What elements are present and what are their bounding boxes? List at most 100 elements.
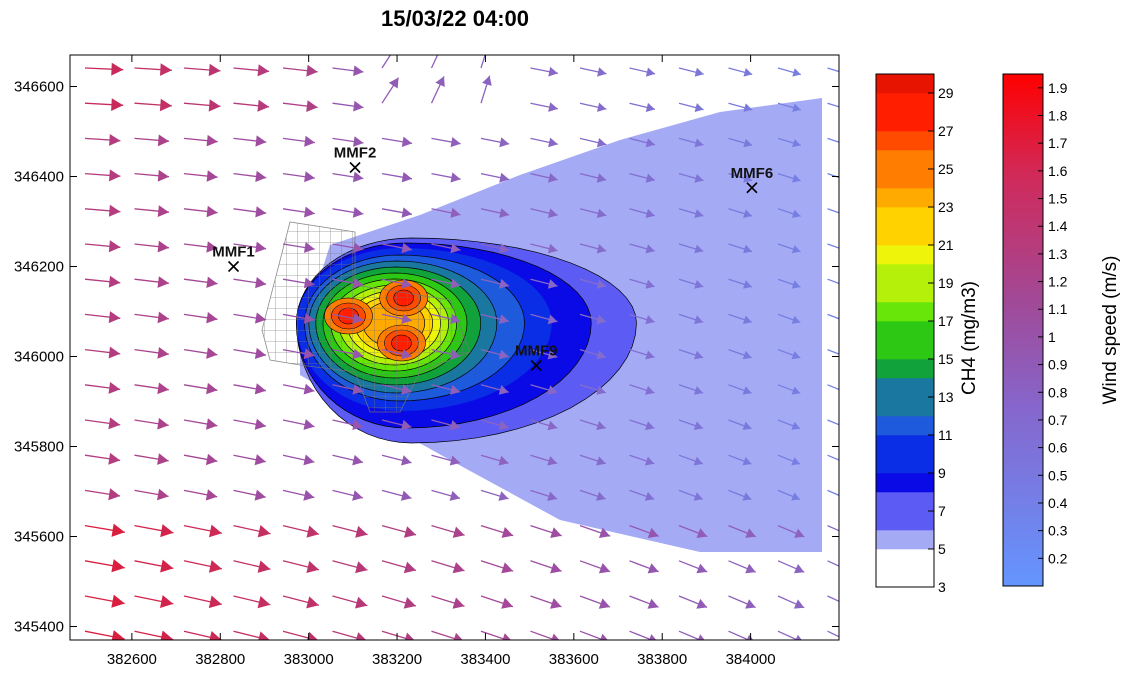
wind-arrow-head (449, 384, 461, 395)
wind-arrow-shaft (480, 55, 486, 69)
ch4-colorbar-band (876, 473, 934, 493)
wind-arrow-head (598, 598, 610, 609)
wind-arrow-head (742, 457, 752, 466)
wind-arrow-head (352, 171, 364, 183)
wind-arrow-head (449, 490, 460, 501)
wind-arrow-head (303, 383, 315, 395)
wind-arrow-head (208, 560, 222, 573)
wind-arrow-head (745, 528, 756, 538)
wind-arrow-head (693, 421, 703, 430)
wind-arrow-head (352, 490, 363, 501)
wind-arrow-head (644, 456, 655, 466)
wind-arrow-head (502, 633, 511, 640)
wind-arrow-shaft (827, 489, 839, 497)
wind-arrow-head (452, 526, 465, 538)
wind-arrow-head (645, 102, 655, 112)
wind-arrow-head (499, 243, 510, 254)
ch4-colorbar-band (876, 283, 934, 303)
wind-arrow-head (596, 385, 606, 395)
x-tick-label: 382800 (195, 651, 245, 668)
wind-arrow-head (498, 420, 509, 431)
wind-arrow-head (696, 563, 708, 574)
wind-arrow-head (745, 563, 756, 574)
wind-arrow-shaft (827, 384, 839, 391)
wind-arrow-head (109, 134, 121, 146)
wind-arrow-head (401, 349, 412, 360)
wind-arrow-head (306, 100, 318, 112)
wind-arrow-head (843, 600, 853, 609)
ch4-colorbar-band (876, 169, 934, 189)
wind-arrow-head (157, 240, 169, 253)
wind-colorbar-tick-label: 0.2 (1048, 550, 1068, 566)
wind-arrow-head (644, 492, 655, 501)
x-tick-label: 383200 (372, 651, 422, 668)
wind-colorbar-tick-label: 1.7 (1048, 135, 1068, 151)
wind-arrow-head (160, 595, 174, 608)
wind-arrow-head (694, 67, 704, 77)
wind-arrow-head (600, 633, 608, 640)
ch4-colorbar-band (876, 549, 934, 569)
ch4-colorbar-tick-label: 23 (938, 199, 954, 215)
wind-arrow-shaft (827, 560, 839, 567)
wind-arrow-head (109, 169, 121, 182)
wind-arrow-head (645, 385, 655, 395)
wind-arrow-shaft (431, 630, 461, 640)
wind-arrow-head (255, 312, 267, 324)
wind-arrow-head (209, 524, 222, 538)
y-tick-label: 346200 (14, 259, 64, 276)
wind-arrow-shaft (827, 137, 839, 143)
wind-arrow-head (645, 350, 655, 360)
building-footprint (261, 221, 471, 413)
wind-arrow-head (548, 137, 558, 148)
wind-arrow-head (742, 421, 752, 430)
wind-arrow-head (840, 457, 848, 465)
ch4-colorbar-tick-label: 5 (938, 541, 946, 557)
x-tick-label: 383600 (549, 651, 599, 668)
ch4-colorbar-band (876, 74, 934, 94)
wind-arrow-head (498, 314, 509, 324)
wind-arrow-head (401, 207, 412, 218)
wind-arrow-head (645, 209, 655, 218)
wind-arrow-head (548, 208, 558, 218)
wind-arrow-head (498, 491, 509, 501)
wind-arrow-head (596, 138, 607, 148)
wind-arrow-head (841, 316, 849, 324)
wind-arrow-shaft (827, 348, 839, 355)
ch4-colorbar-band (876, 340, 934, 360)
ch4-colorbar-band (876, 511, 934, 531)
wind-arrow-head (597, 102, 607, 112)
wind-arrow-head (453, 632, 463, 640)
wind-arrow-head (450, 172, 461, 183)
chart-title: 15/03/22 04:00 (381, 6, 529, 31)
wind-arrow-head (450, 207, 461, 218)
wind-arrow-head (547, 314, 558, 325)
wind-arrow-head (791, 245, 801, 254)
wind-arrow-head (108, 382, 121, 394)
wind-arrow-shaft (827, 172, 839, 179)
wind-arrow-head (355, 596, 368, 609)
wind-arrow-head (742, 350, 752, 360)
wind-arrow-head (159, 98, 172, 112)
wind-arrow-head (157, 134, 169, 147)
ch4-colorbar-band (876, 416, 934, 436)
wind-arrow-head (482, 41, 492, 51)
wind-arrow-head (547, 456, 558, 466)
wind-arrow-head (795, 634, 802, 640)
wind-arrow-head (450, 137, 461, 148)
wind-arrow-head (548, 66, 558, 77)
wind-arrow-head (108, 311, 121, 324)
wind-arrow-head (108, 452, 121, 465)
wind-arrow-shaft (777, 630, 799, 640)
ch4-colorbar-band (876, 397, 934, 417)
wind-arrow-head (108, 417, 121, 430)
wind-arrow-head (306, 525, 319, 538)
ch4-colorbar-band (876, 245, 934, 265)
x-tick-label: 382600 (107, 651, 157, 668)
wind-arrow-head (743, 68, 753, 77)
wind-arrow-head (548, 173, 558, 183)
wind-arrow-head (157, 311, 169, 324)
wind-arrow-head (792, 174, 801, 183)
wind-arrow-head (254, 383, 266, 395)
wind-arrow-head (208, 63, 221, 77)
wind-arrow-head (352, 277, 364, 289)
